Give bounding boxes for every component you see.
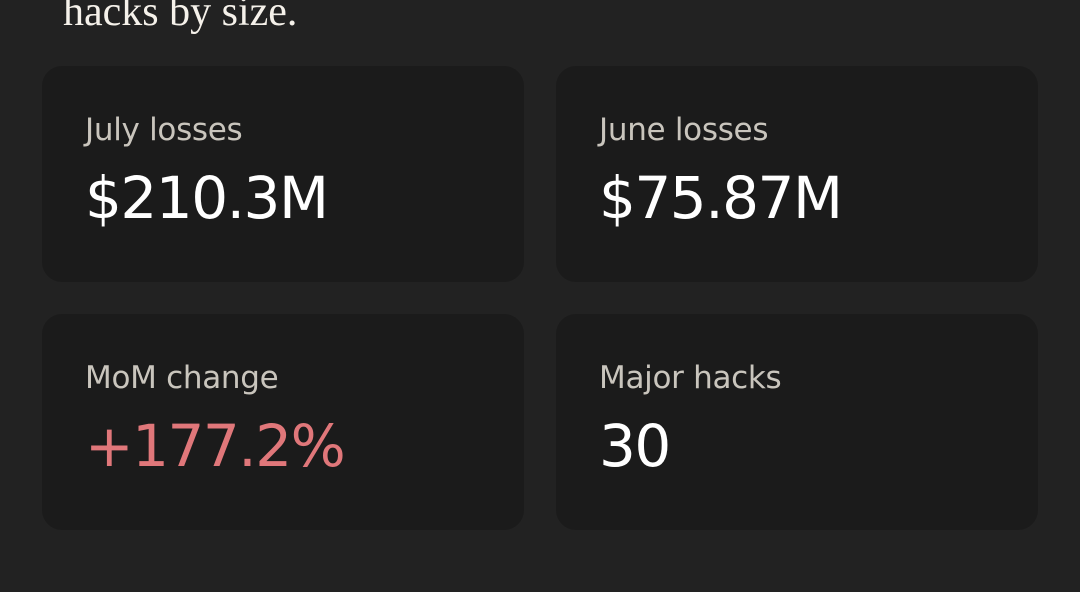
intro-text: hacks by size.	[63, 0, 298, 35]
june-losses-value: $75.87M	[599, 164, 843, 232]
stats-grid: July losses $210.3M June losses $75.87M …	[42, 66, 1038, 530]
major-hacks-card: Major hacks 30	[556, 314, 1038, 530]
june-losses-card: June losses $75.87M	[556, 66, 1038, 282]
major-hacks-label: Major hacks	[599, 360, 782, 396]
july-losses-card: July losses $210.3M	[42, 66, 524, 282]
june-losses-label: June losses	[599, 112, 769, 148]
major-hacks-value: 30	[599, 412, 671, 480]
mom-change-value: +177.2%	[85, 412, 346, 480]
mom-change-label: MoM change	[85, 360, 279, 396]
july-losses-value: $210.3M	[85, 164, 329, 232]
july-losses-label: July losses	[85, 112, 243, 148]
mom-change-card: MoM change +177.2%	[42, 314, 524, 530]
